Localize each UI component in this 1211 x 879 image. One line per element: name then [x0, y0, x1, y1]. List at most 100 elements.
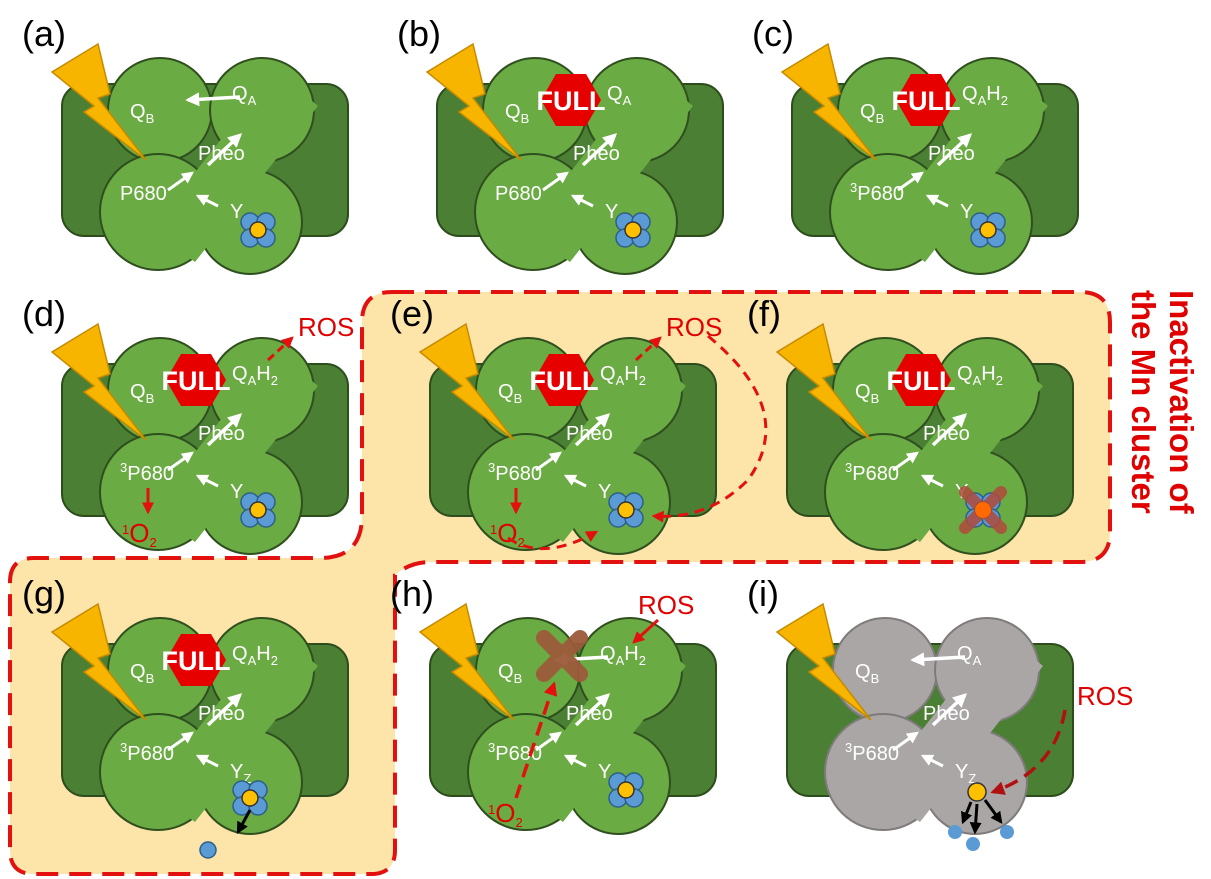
released-mn-ion — [199, 841, 217, 859]
panel-c: (c)QBQAH2Pheo3P680YZFULL — [752, 13, 1079, 275]
full-label: FULL — [537, 86, 606, 116]
full-label: FULL — [530, 366, 599, 396]
electron-path-band — [525, 70, 693, 262]
ros-escape-arrow — [266, 336, 294, 362]
qa-to-qb-arrow — [910, 652, 966, 667]
mn-core — [617, 781, 635, 799]
qb-label: QB — [130, 381, 154, 406]
pheo-to-qa-arrow — [206, 413, 243, 447]
side-title-line1: Inactivation of — [1163, 290, 1200, 515]
light-bolt-icon — [780, 42, 877, 161]
mn-cluster — [240, 492, 276, 528]
ros-label: ROS — [1077, 681, 1133, 711]
mn-release-arrow-1 — [960, 801, 973, 825]
qa-label: QA — [607, 83, 632, 108]
o2-to-mn-arrow — [507, 530, 599, 551]
mn-core — [979, 221, 997, 239]
mn-core — [617, 501, 635, 519]
p680-to-pheo-arrow — [535, 731, 562, 752]
panel-f: (f)QBQAH2Pheo3P680YZFULL — [747, 293, 1074, 555]
panel-label: (d) — [22, 293, 66, 334]
light-bolt-icon — [418, 602, 515, 721]
qb-site-full-hexagon — [166, 354, 226, 406]
qb-lobe — [475, 617, 581, 723]
released-mn-ion — [966, 837, 980, 851]
p680-label: 3P680 — [850, 180, 904, 205]
mn-release-arrow-2 — [969, 803, 982, 835]
qa-label: QAH2 — [957, 363, 1003, 388]
qa-label: QAH2 — [600, 643, 646, 668]
full-label: FULL — [162, 646, 231, 676]
panel-g: (g)QBQAH2Pheo3P680YZFULL — [22, 573, 349, 859]
p680-to-pheo-arrow — [167, 171, 194, 192]
electron-path-band — [150, 350, 318, 542]
qa-label: QA — [957, 643, 982, 668]
pheo-to-qa-arrow — [206, 133, 243, 167]
singlet-oxygen-attack-arrow — [514, 681, 558, 799]
qb-label: QB — [860, 101, 884, 126]
p680-label: P680 — [120, 183, 167, 205]
p680-label: 3P680 — [488, 740, 542, 765]
qb-site-full-hexagon — [891, 354, 951, 406]
panel-d: (d)QBQAH2Pheo3P680YZFULLROS1O2 — [22, 293, 354, 555]
singlet-oxygen-label: 1O2 — [122, 518, 157, 550]
yz-to-p680-arrow — [195, 754, 219, 768]
yz-to-p680-arrow — [920, 754, 944, 768]
qb-label: QB — [498, 661, 522, 686]
yz-label: YZ — [230, 761, 251, 786]
yz-to-p680-arrow — [195, 194, 219, 208]
mn-cluster — [615, 212, 651, 248]
p680-to-pheo-arrow — [167, 451, 194, 472]
light-bolt-icon — [775, 322, 872, 441]
light-bolt-icon — [775, 602, 872, 721]
ros-label: ROS — [638, 590, 694, 620]
qb-label: QB — [130, 661, 154, 686]
qa-label: QAH2 — [962, 83, 1008, 108]
pheo-to-qa-arrow — [931, 693, 968, 727]
qa-label: QA — [232, 83, 257, 108]
released-mn-ion — [1000, 825, 1014, 839]
qb-site-full-hexagon — [534, 354, 594, 406]
qb-site-full-hexagon — [896, 74, 956, 126]
p680-to-pheo-arrow — [897, 171, 924, 192]
mn-release-arrow — [236, 809, 252, 835]
full-label: FULL — [887, 366, 956, 396]
light-bolt-icon — [50, 42, 147, 161]
ros-attack-arrow — [990, 709, 1067, 795]
mn-cluster — [608, 492, 644, 528]
p680-to-pheo-arrow — [892, 731, 919, 752]
mn-core — [624, 221, 642, 239]
ros-label: ROS — [298, 312, 354, 342]
yz-to-p680-arrow — [563, 754, 587, 768]
qa-label: QAH2 — [232, 643, 278, 668]
panel-label: (f) — [747, 293, 781, 334]
panel-label: (b) — [397, 13, 441, 54]
ros-to-mn-arrow — [651, 334, 768, 523]
mn-cluster — [970, 212, 1006, 248]
p680-label: 3P680 — [120, 740, 174, 765]
yz-label: YZ — [955, 761, 976, 786]
pheo-to-qa-arrow — [574, 413, 611, 447]
qb-label: QB — [855, 661, 879, 686]
mn-core — [249, 501, 267, 519]
light-bolt-icon — [50, 322, 147, 441]
p680-to-pheo-arrow — [535, 451, 562, 472]
qb-label: QB — [505, 101, 529, 126]
mn-cluster — [608, 772, 644, 808]
yz-to-p680-arrow — [563, 474, 587, 488]
electron-path-band — [875, 350, 1043, 542]
yz-to-p680-arrow — [195, 474, 219, 488]
mn-core — [241, 789, 259, 807]
qb-site-full-hexagon — [541, 74, 601, 126]
side-title-line2: the Mn cluster — [1125, 290, 1162, 514]
pheo-to-qa-arrow — [574, 693, 611, 727]
p680-label: P680 — [495, 183, 542, 205]
p680-label: 3P680 — [845, 460, 899, 485]
p680-to-pheo-arrow — [542, 171, 569, 192]
pheo-to-qa-arrow — [931, 413, 968, 447]
ros-incoming-arrow — [632, 618, 660, 644]
singlet-oxygen-label: 1O2 — [488, 798, 523, 830]
panel-label: (g) — [22, 573, 66, 614]
p680-label: 3P680 — [845, 740, 899, 765]
electron-path-band — [518, 350, 686, 542]
